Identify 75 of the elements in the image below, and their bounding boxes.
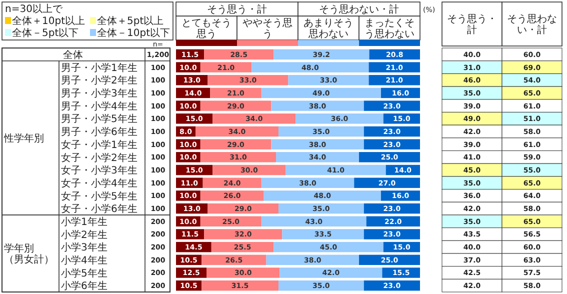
bar [202,178,262,188]
text: 性学年別 [3,132,44,144]
bar [280,268,382,278]
bar [212,164,286,176]
y-tick-label: 男子・小学1年生 [61,62,138,74]
bar [276,152,359,162]
bar [286,164,386,176]
y-tick-label: 男子・小学4年生 [61,100,138,112]
category-label: 全体－5pt以下 [12,27,79,39]
series-label: あまりそう思わない [304,18,354,40]
y-tick-label: 男子・小学6年生 [61,126,138,138]
bar [200,100,272,111]
category-label: そう思わない・計 [507,14,557,36]
bar [200,152,276,162]
category-label: そう思う・計 [447,14,497,36]
y-tick-label: 女子・小学6年生 [61,203,138,216]
y-tick-label: 小学4年生 [61,254,108,266]
bar [196,126,278,137]
bar [204,229,282,240]
bar [278,126,364,137]
y-tick-label: 女子・小学2年生 [61,152,138,164]
bar [261,216,366,226]
series-label: まったくそう思わない [364,18,414,40]
y-tick-label: 小学6年生 [61,280,108,292]
bar [359,152,420,162]
bar [364,100,420,111]
text: そう思う・計 [207,4,267,16]
bar [368,62,420,72]
y-tick-label: 女子・小学4年生 [61,177,138,190]
text: n=30以上で [5,3,64,15]
text: そう思わない・計 [319,4,399,16]
y-tick-label: 男子・小学2年生 [61,74,138,87]
y-tick-label: 男子・小学3年生 [61,88,138,100]
y-tick-label: 女子・小学5年生 [61,190,138,202]
y-tick-label: 女子・小学1年生 [61,138,138,151]
series-label: とてもそう思う [182,18,232,40]
bar [271,100,364,111]
bar [288,74,369,86]
category-label: 全体＋10pt以上 [12,15,85,27]
bar [200,62,252,72]
bar [261,178,354,188]
bar [364,229,420,240]
y-tick-label: 男子・小学5年生 [61,113,138,126]
bar [364,139,420,150]
bar [271,139,364,150]
bar [200,190,264,201]
y-tick-label: 小学2年生 [61,228,108,241]
text: 学年別（男女計） [4,242,54,266]
bar [208,203,278,214]
bar [278,280,364,291]
y-tick-label: 小学3年生 [61,242,108,254]
bar [274,242,384,252]
bar [200,216,262,226]
y-tick-label: 小学1年生 [61,216,108,228]
bar [274,49,370,60]
bar [264,190,381,201]
bar [366,216,420,226]
bar [266,254,359,266]
bar [200,139,272,150]
bar [296,114,384,124]
bar [202,280,278,291]
bar [261,88,381,98]
bar [354,178,420,188]
category-label: 全体＋5pt以上 [97,15,164,27]
series-label: ややそう思う [242,18,292,40]
bar [212,114,296,124]
category-label: 全体－10pt以下 [97,27,170,39]
bar [282,229,364,240]
bar [252,62,369,72]
y-tick-label: 小学5年生 [61,267,108,280]
bar [206,268,280,278]
y-tick-label: 全体 [63,49,83,62]
y-tick-label: 女子・小学3年生 [61,164,138,177]
bar [208,74,288,86]
bar [278,203,364,214]
